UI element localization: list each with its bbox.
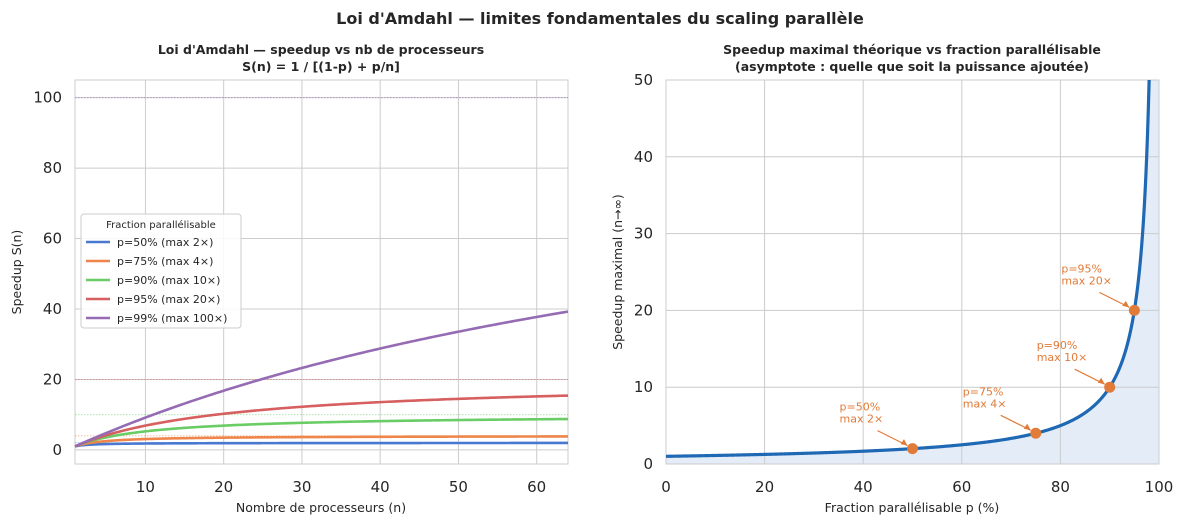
right-y-tick-label: 20 (634, 301, 653, 319)
left-chart-title-line1: Loi d'Amdahl — speedup vs nb de processe… (158, 42, 484, 57)
right-y-tick-label: 40 (634, 148, 653, 166)
left-series-lines (74, 310, 569, 448)
right-x-ticks: 0 20 40 60 80 100 (661, 478, 1173, 496)
left-x-tick-label: 40 (371, 478, 390, 496)
annotation-label: p=75% (963, 385, 1004, 398)
left-y-tick-label: 20 (43, 370, 62, 388)
data-point (907, 443, 918, 455)
right-x-axis-label: Fraction parallélisable p (%) (825, 500, 1000, 515)
left-x-tick-label: 10 (136, 478, 155, 496)
right-grid (665, 79, 1160, 465)
left-x-ticks: 10 20 30 40 50 60 (136, 478, 546, 496)
legend-box (80, 213, 242, 329)
data-point (1104, 381, 1116, 393)
right-x-tick-label: 40 (854, 478, 873, 496)
right-x-tick-label: 100 (1145, 478, 1174, 496)
left-x-tick-label: 60 (527, 478, 546, 496)
data-point (1128, 304, 1140, 316)
right-x-tick-label: 80 (1051, 478, 1070, 496)
annotation-label: p=50% (840, 401, 881, 414)
left-chart-title-line2: S(n) = 1 / [(1-p) + p/n] (242, 59, 400, 74)
annotation-label: p=90% (1037, 339, 1078, 352)
series-line (74, 394, 569, 448)
left-y-axis-label: Speedup S(n) (9, 230, 24, 315)
series-line (74, 310, 569, 448)
right-points: p=50%max 2× p=75%max 4× p=90%max 10× p=95%m… (840, 262, 1140, 455)
annotation-label: max 10× (1037, 351, 1088, 364)
right-y-tick-label: 50 (634, 71, 653, 89)
right-x-tick-label: 60 (952, 478, 971, 496)
right-area-fill (666, 80, 1159, 464)
legend-label: p=50% (max 2×) (117, 236, 213, 249)
legend-label: p=90% (max 10×) (117, 274, 220, 287)
left-x-tick-label: 30 (292, 478, 311, 496)
area-fill (666, 80, 1159, 464)
left-y-tick-label: 0 (52, 441, 62, 459)
series-line (74, 441, 568, 448)
annotation-label: p=95% (1061, 262, 1102, 275)
left-y-ticks: 0 20 40 60 80 100 (33, 89, 62, 459)
right-x-tick-label: 20 (755, 478, 774, 496)
annotation-label: max 20× (1061, 274, 1112, 287)
data-point (1030, 427, 1042, 439)
legend-title: Fraction parallélisable (106, 219, 216, 231)
left-y-tick-label: 80 (43, 159, 62, 177)
right-chart-title-line1: Speedup maximal théorique vs fraction pa… (723, 42, 1101, 57)
left-chart: Loi d'Amdahl — speedup vs nb de processe… (9, 42, 569, 515)
legend-label: p=99% (max 100×) (117, 312, 227, 325)
annotation-label: max 2× (840, 413, 884, 426)
right-y-ticks: 0 10 20 30 40 50 (634, 71, 653, 473)
right-x-tick-label: 0 (661, 478, 671, 496)
left-y-tick-label: 100 (33, 89, 62, 107)
right-y-tick-label: 30 (634, 225, 653, 243)
series-line (74, 435, 568, 448)
left-y-tick-label: 60 (43, 230, 62, 248)
left-y-tick-label: 40 (43, 300, 62, 318)
annotation-arrowhead (1097, 377, 1105, 385)
series-line (74, 417, 569, 448)
figure-title: Loi d'Amdahl — limites fondamentales du … (336, 9, 864, 28)
annotation-arrowhead (900, 439, 908, 446)
annotation-arrowhead (1122, 300, 1130, 308)
right-y-axis-label: Speedup maximal (n→∞) (610, 194, 625, 350)
right-y-tick-label: 0 (643, 455, 653, 473)
left-x-axis-label: Nombre de processeurs (n) (236, 500, 406, 515)
legend-label: p=75% (max 4×) (117, 255, 213, 268)
annotation-label: max 4× (963, 397, 1007, 410)
left-x-tick-label: 50 (449, 478, 468, 496)
right-chart: Speedup maximal théorique vs fraction pa… (610, 42, 1173, 515)
legend: Fraction parallélisable p=50% (max 2×) p=… (80, 213, 242, 329)
right-plot-area (665, 79, 1160, 465)
right-y-tick-label: 10 (634, 378, 653, 396)
right-chart-title-line2: (asymptote : quelle que soit la puissanc… (735, 59, 1089, 74)
annotation-arrowhead (1023, 423, 1031, 431)
left-x-tick-label: 20 (214, 478, 233, 496)
legend-label: p=95% (max 20×) (117, 293, 220, 306)
